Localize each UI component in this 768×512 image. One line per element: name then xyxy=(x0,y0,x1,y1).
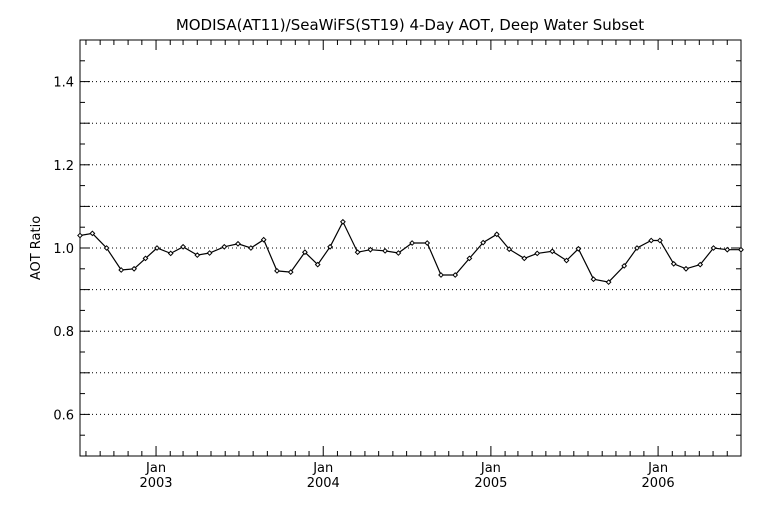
data-point xyxy=(301,249,308,256)
data-point xyxy=(180,243,187,250)
data-point xyxy=(738,246,744,253)
data-point xyxy=(354,249,361,256)
data-point xyxy=(382,247,389,254)
data-point xyxy=(118,267,125,273)
data-point xyxy=(683,265,689,272)
data-point xyxy=(206,250,213,256)
y-tick-label: 0.8 xyxy=(53,325,74,340)
data-point xyxy=(89,230,96,237)
plot-frame xyxy=(79,39,742,457)
data-point xyxy=(395,250,402,256)
data-point xyxy=(247,245,254,251)
data-point xyxy=(235,240,241,247)
y-tick-label: 0.6 xyxy=(53,408,74,423)
data-point xyxy=(327,243,334,250)
data-point xyxy=(339,218,346,225)
data-point xyxy=(287,269,294,276)
data-point xyxy=(656,237,663,244)
data-point xyxy=(167,250,174,257)
data-point xyxy=(590,276,597,283)
data-point xyxy=(367,246,374,253)
data-point xyxy=(480,239,487,246)
data-point xyxy=(260,236,267,243)
data-point xyxy=(549,248,556,255)
y-tick-label: 1.2 xyxy=(53,159,74,174)
x-tick-month-label: Jan xyxy=(312,461,333,476)
y-tick-label: 1.4 xyxy=(53,76,74,91)
data-point xyxy=(194,252,201,259)
chart-title: MODISA(AT11)/SeaWiFS(ST19) 4-Day AOT, De… xyxy=(176,16,644,34)
data-point xyxy=(724,246,731,253)
x-tick-month-label: Jan xyxy=(647,461,668,476)
x-tick-year-label: 2006 xyxy=(642,476,675,491)
series-line xyxy=(79,220,741,283)
data-point xyxy=(670,260,677,267)
x-tick-month-label: Jan xyxy=(480,461,501,476)
data-point xyxy=(710,245,717,251)
data-point xyxy=(424,240,431,246)
data-point xyxy=(563,257,570,264)
data-point xyxy=(521,255,528,262)
data-point xyxy=(506,246,513,253)
data-point xyxy=(697,261,704,268)
data-point xyxy=(274,267,280,274)
data-point xyxy=(438,272,444,278)
y-tick-label: 1.0 xyxy=(53,242,74,257)
data-point xyxy=(634,245,640,251)
y-axis: 0.6 0.8 1.0 1.2 1.4 xyxy=(53,39,741,457)
data-point xyxy=(621,262,628,269)
data-point xyxy=(142,255,149,262)
data-point xyxy=(452,272,459,278)
y-axis-label: AOT Ratio xyxy=(29,216,44,280)
series-layer xyxy=(77,218,744,286)
x-tick-year-label: 2004 xyxy=(307,476,340,491)
data-point xyxy=(314,261,321,268)
data-point xyxy=(103,245,110,251)
data-point xyxy=(648,237,655,244)
data-point xyxy=(534,250,541,257)
x-tick-year-label: 2005 xyxy=(474,476,507,491)
data-point xyxy=(77,232,83,239)
data-point xyxy=(131,265,138,272)
x-tick-year-label: 2003 xyxy=(139,476,172,491)
data-point xyxy=(575,245,582,252)
data-point xyxy=(493,231,500,238)
data-point xyxy=(466,255,473,262)
grid xyxy=(80,81,741,415)
data-point xyxy=(605,279,612,286)
data-point xyxy=(409,240,416,246)
data-point xyxy=(221,243,228,250)
x-tick-month-label: Jan xyxy=(145,461,166,476)
data-point xyxy=(154,245,160,251)
